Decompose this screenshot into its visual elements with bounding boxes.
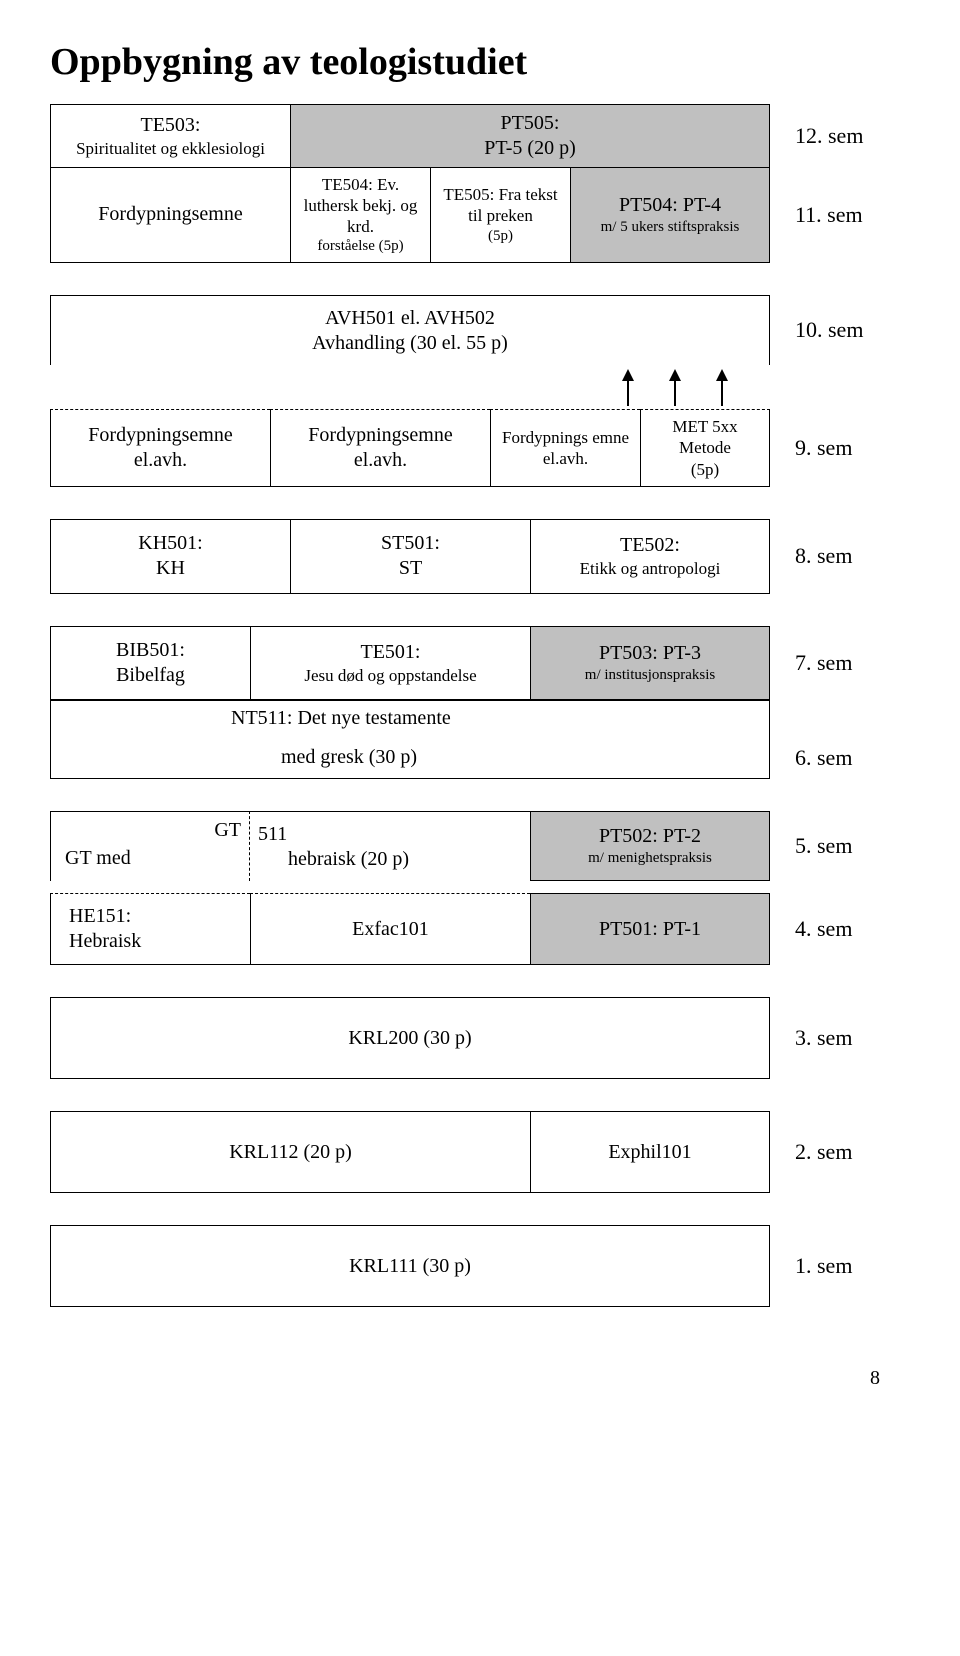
row-sem-12: TE503: Spiritualitet og ekklesiologi PT5…	[50, 104, 910, 168]
pt505-name: PT-5 (20 p)	[297, 136, 763, 161]
te501-s: Jesu død og oppstandelse	[257, 665, 524, 686]
row-sem-1: KRL111 (30 p) 1. sem	[50, 1225, 910, 1307]
avh-t: AVH501 el. AVH502	[325, 306, 495, 331]
pt503-t: PT503: PT-3	[537, 641, 763, 666]
gt-med: GT med	[65, 846, 131, 871]
he151-s: Hebraisk	[69, 929, 141, 954]
kh-t: KH501:	[57, 531, 284, 556]
pt501: PT501: PT-1	[537, 917, 763, 942]
row-sem-5: GT med GT 511 hebraisk (20 p) PT502: PT-…	[50, 811, 910, 881]
nt511-b: med gresk (30 p)	[281, 745, 417, 770]
sem-2-label: 2. sem	[770, 1111, 910, 1193]
krl112: KRL112 (20 p)	[57, 1140, 524, 1165]
st-t: ST501:	[297, 531, 524, 556]
bib-t: BIB501:	[57, 638, 244, 663]
row-sem-7: BIB501: Bibelfag TE501: Jesu død og opps…	[50, 626, 910, 701]
page-heading: Oppbygning av teologistudiet	[50, 40, 910, 84]
row-sem-3: KRL200 (30 p) 3. sem	[50, 997, 910, 1079]
bib-s: Bibelfag	[57, 663, 244, 688]
sem-1-label: 1. sem	[770, 1225, 910, 1307]
avh-s: Avhandling (30 el. 55 p)	[312, 331, 508, 356]
gt: GT	[214, 818, 241, 843]
row-sem-9: Fordypningsemne el.avh. Fordypningsemne …	[50, 409, 910, 487]
pt505-code: PT505:	[297, 111, 763, 136]
sem-4-label: 4. sem	[770, 893, 910, 965]
exfac: Exfac101	[257, 917, 524, 942]
row-sem-10: AVH501 el. AVH502 Avhandling (30 el. 55 …	[50, 295, 910, 365]
fordypning-11: Fordypningsemne	[57, 202, 284, 227]
he151-t: HE151:	[69, 904, 131, 929]
gt511-a: 511	[258, 822, 287, 847]
te502-t: TE502:	[537, 533, 763, 558]
pt502-s: m/ menighetspraksis	[537, 849, 763, 868]
page-number: 8	[50, 1367, 910, 1390]
te504-t: TE504: Ev. luthersk bekj. og krd.	[297, 174, 424, 238]
f9b-t: Fordypningsemne	[277, 423, 484, 448]
sem-12-label: 12. sem	[770, 104, 910, 168]
gt511-b: hebraisk (20 p)	[258, 847, 409, 872]
te503-code: TE503:	[57, 113, 284, 138]
met-s: (5p)	[647, 459, 763, 480]
sem-3-label: 3. sem	[770, 997, 910, 1079]
arrows-icon	[580, 369, 770, 381]
sem-7-label: 7. sem	[770, 626, 910, 701]
row-sem-11: Fordypningsemne TE504: Ev. luthersk bekj…	[50, 167, 910, 264]
nt511-a: NT511: Det nye testamente	[231, 706, 451, 731]
te505-t: TE505: Fra tekst til preken	[437, 184, 564, 227]
st-s: ST	[297, 556, 524, 581]
sem-11-label: 11. sem	[770, 167, 910, 264]
te503-name: Spiritualitet og ekklesiologi	[57, 138, 284, 159]
krl200: KRL200 (30 p)	[57, 1026, 763, 1051]
row-sem-4: HE151: Hebraisk Exfac101 PT501: PT-1 4. …	[50, 893, 910, 965]
sem-6-label: 6. sem	[770, 699, 910, 779]
krl111: KRL111 (30 p)	[57, 1254, 763, 1279]
f9a-t: Fordypningsemne	[57, 423, 264, 448]
f9c-t: Fordypnings emne	[497, 427, 634, 448]
pt502-t: PT502: PT-2	[537, 824, 763, 849]
sem-10-label: 10. sem	[770, 295, 910, 365]
te504-s: forståelse (5p)	[297, 237, 424, 256]
te505-s: (5p)	[437, 227, 564, 246]
sem-8-label: 8. sem	[770, 519, 910, 594]
kh-s: KH	[57, 556, 284, 581]
f9c-s: el.avh.	[497, 448, 634, 469]
pt503-s: m/ institusjonspraksis	[537, 666, 763, 685]
exphil: Exphil101	[537, 1140, 763, 1165]
te502-s: Etikk og antropologi	[537, 558, 763, 579]
sem-5-label: 5. sem	[770, 811, 910, 881]
pt504-t: PT504: PT-4	[577, 193, 763, 218]
row-sem-8: KH501: KH ST501: ST TE502: Etikk og antr…	[50, 519, 910, 594]
pt504-s: m/ 5 ukers stiftspraksis	[577, 218, 763, 237]
sem-9-label: 9. sem	[770, 409, 910, 487]
f9a-s: el.avh.	[57, 448, 264, 473]
f9b-s: el.avh.	[277, 448, 484, 473]
row-sem-2: KRL112 (20 p) Exphil101 2. sem	[50, 1111, 910, 1193]
te501-t: TE501:	[257, 640, 524, 665]
met-t: MET 5xx Metode	[647, 416, 763, 459]
row-sem-6: NT511: Det nye testamente med gresk (30 …	[50, 699, 910, 779]
